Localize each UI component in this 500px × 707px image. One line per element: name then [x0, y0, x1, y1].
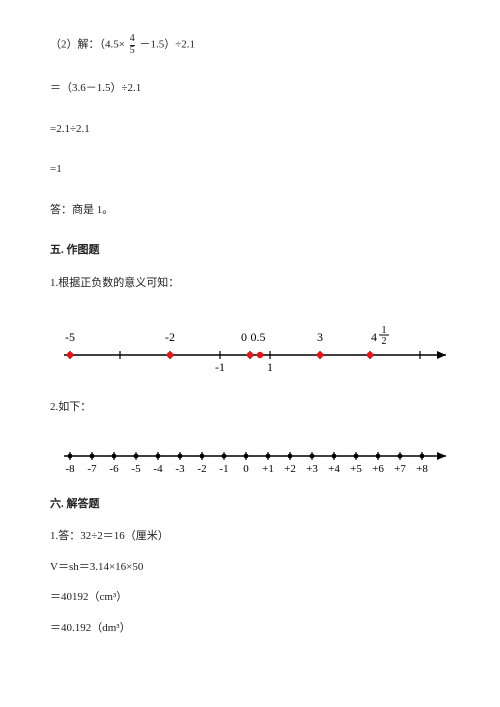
svg-text:-6: -6 — [109, 463, 119, 475]
svg-text:1: 1 — [382, 325, 387, 336]
sec6-line4: ＝40.192（dm³） — [50, 620, 450, 637]
svg-text:+1: +1 — [262, 463, 274, 475]
svg-text:-1: -1 — [215, 360, 225, 374]
svg-text:2: 2 — [382, 336, 387, 347]
section-5-q1: 1.根据正负数的意义可知： — [50, 275, 450, 292]
solution-step-c: =1 — [50, 161, 450, 178]
tail-text: －1.5）÷2.1 — [139, 39, 195, 51]
section-5-heading: 五. 作图题 — [50, 242, 450, 259]
svg-text:4: 4 — [371, 330, 377, 344]
svg-text:-1: -1 — [219, 463, 228, 475]
svg-text:0.5: 0.5 — [251, 330, 266, 344]
svg-text:0: 0 — [241, 330, 247, 344]
frac-num: 4 — [130, 34, 135, 45]
svg-text:3: 3 — [317, 330, 323, 344]
svg-text:-3: -3 — [175, 463, 185, 475]
svg-text:-5: -5 — [131, 463, 141, 475]
section-6-heading: 六. 解答题 — [50, 496, 450, 513]
frac-den: 5 — [130, 45, 135, 57]
svg-text:1: 1 — [267, 360, 273, 374]
solution-step-lead: （2）解：（4.5× 4 5 －1.5）÷2.1 — [50, 34, 450, 56]
solution-step-a: ＝（3.6－1.5）÷2.1 — [50, 80, 450, 97]
number-line-2-wrap: -8 -7 -6 -5 -4 -3 -2 -1 0 +1 +2 +3 +4 +5 +6 +7 +8 — [50, 426, 450, 476]
svg-text:-8: -8 — [65, 463, 75, 475]
svg-text:-7: -7 — [87, 463, 97, 475]
solution-answer: 答：商是 1。 — [50, 202, 450, 219]
sec6-line2: V＝sh＝3.14×16×50 — [50, 559, 450, 576]
svg-text:0: 0 — [243, 463, 249, 475]
fraction-4-5: 4 5 — [130, 34, 135, 56]
sec6-line1: 1.答：32÷2＝16（厘米） — [50, 528, 450, 545]
svg-text:-4: -4 — [153, 463, 163, 475]
svg-text:+7: +7 — [394, 463, 406, 475]
svg-text:-2: -2 — [165, 330, 175, 344]
svg-text:+2: +2 — [284, 463, 296, 475]
svg-text:+5: +5 — [350, 463, 362, 475]
svg-text:-5: -5 — [65, 330, 75, 344]
svg-text:+6: +6 — [372, 463, 384, 475]
svg-text:-2: -2 — [197, 463, 206, 475]
number-line-2: -8 -7 -6 -5 -4 -3 -2 -1 0 +1 +2 +3 +4 +5 +6 +7 +8 — [50, 426, 450, 476]
solution-step-b: =2.1÷2.1 — [50, 121, 450, 138]
number-line-1: -5-2-100.513412 — [50, 301, 450, 379]
number-line-1-wrap: -5-2-100.513412 — [50, 301, 450, 379]
sec6-line3: ＝40192（cm³） — [50, 589, 450, 606]
svg-text:+4: +4 — [328, 463, 340, 475]
svg-text:+8: +8 — [416, 463, 428, 475]
lead-text: （2）解：（4.5× — [50, 39, 125, 51]
section-5-q2: 2.如下： — [50, 399, 450, 416]
svg-text:+3: +3 — [306, 463, 318, 475]
